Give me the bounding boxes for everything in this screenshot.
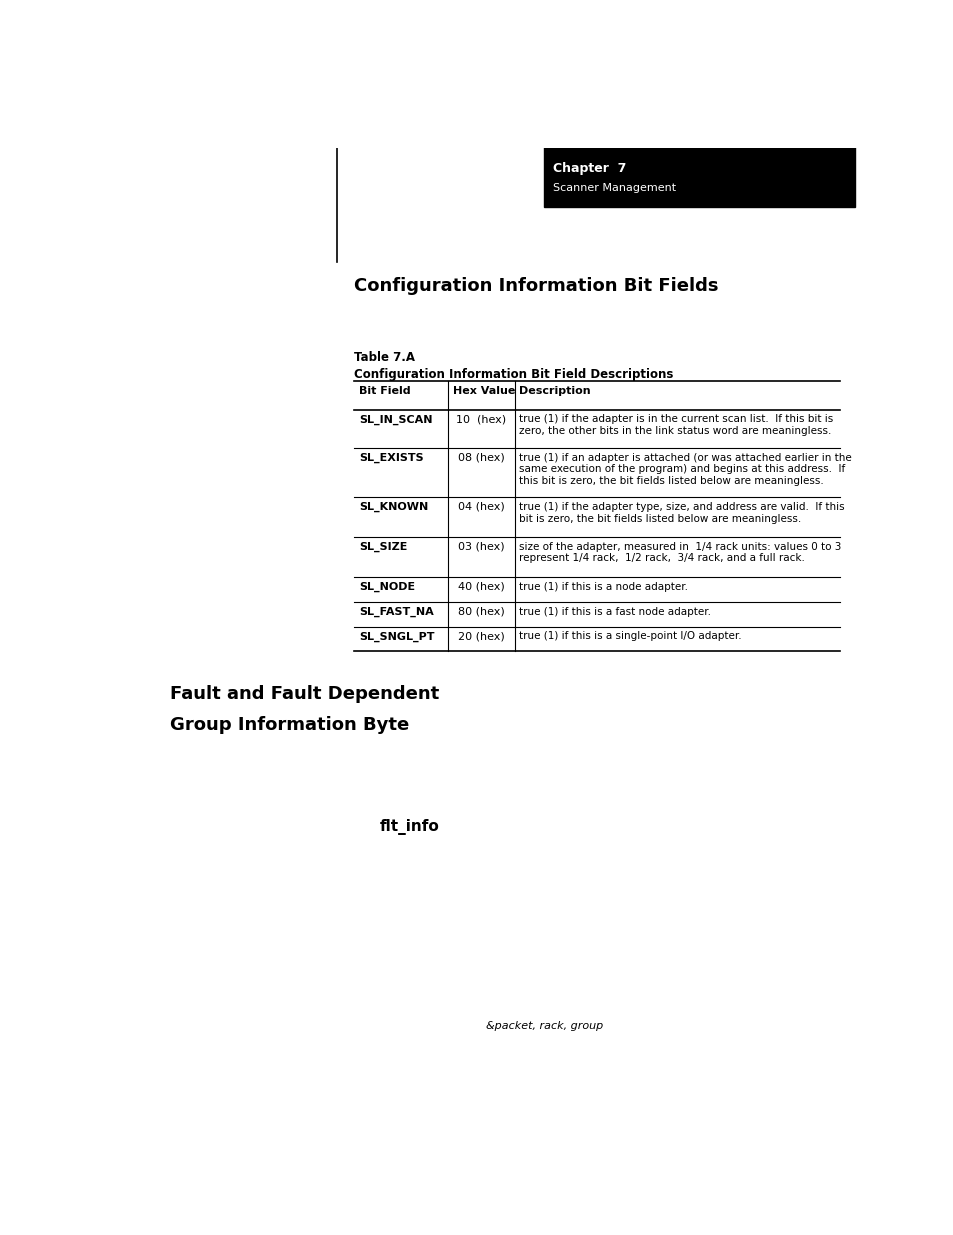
- Text: Configuration Information Bit Field Descriptions: Configuration Information Bit Field Desc…: [354, 368, 673, 380]
- Text: size of the adapter, measured in  1/4 rack units: values 0 to 3
represent 1/4 ra: size of the adapter, measured in 1/4 rac…: [518, 542, 841, 563]
- Text: SL_IN_SCAN: SL_IN_SCAN: [358, 415, 432, 425]
- Text: SL_SNGL_PT: SL_SNGL_PT: [358, 631, 434, 641]
- Text: Fault and Fault Dependent: Fault and Fault Dependent: [170, 685, 438, 704]
- Text: Group Information Byte: Group Information Byte: [170, 716, 408, 734]
- Text: true (1) if this is a single-point I/O adapter.: true (1) if this is a single-point I/O a…: [518, 631, 741, 641]
- Text: true (1) if this is a fast node adapter.: true (1) if this is a fast node adapter.: [518, 606, 711, 616]
- Text: true (1) if the adapter is in the current scan list.  If this bit is
zero, the o: true (1) if the adapter is in the curren…: [518, 415, 833, 436]
- Text: SL_NODE: SL_NODE: [358, 582, 415, 592]
- Text: 04 (hex): 04 (hex): [457, 501, 504, 513]
- Text: SL_EXISTS: SL_EXISTS: [358, 452, 423, 463]
- Text: 08 (hex): 08 (hex): [457, 452, 504, 462]
- Text: SL_FAST_NA: SL_FAST_NA: [358, 606, 433, 616]
- Text: SL_KNOWN: SL_KNOWN: [358, 501, 428, 513]
- Text: Bit Field: Bit Field: [358, 385, 410, 396]
- Text: Hex Value: Hex Value: [453, 385, 515, 396]
- Text: Chapter  7: Chapter 7: [553, 162, 626, 174]
- Text: 20 (hex): 20 (hex): [457, 631, 504, 641]
- Text: Configuration Information Bit Fields: Configuration Information Bit Fields: [354, 277, 719, 295]
- Text: &packet, rack, group: &packet, rack, group: [485, 1021, 602, 1031]
- Text: Description: Description: [518, 385, 590, 396]
- Text: 40 (hex): 40 (hex): [457, 582, 504, 592]
- Text: true (1) if the adapter type, size, and address are valid.  If this
bit is zero,: true (1) if the adapter type, size, and …: [518, 501, 844, 524]
- Text: 03 (hex): 03 (hex): [457, 542, 504, 552]
- Text: SL_SIZE: SL_SIZE: [358, 542, 407, 552]
- Text: Scanner Management: Scanner Management: [553, 183, 676, 194]
- Text: true (1) if an adapter is attached (or was attached earlier in the
same executio: true (1) if an adapter is attached (or w…: [518, 452, 851, 485]
- Text: Table 7.A: Table 7.A: [354, 351, 415, 364]
- Text: flt_info: flt_info: [379, 819, 438, 835]
- Bar: [544, 147, 854, 207]
- Text: 80 (hex): 80 (hex): [457, 606, 504, 616]
- Text: 10  (hex): 10 (hex): [456, 415, 506, 425]
- Text: true (1) if this is a node adapter.: true (1) if this is a node adapter.: [518, 582, 687, 592]
